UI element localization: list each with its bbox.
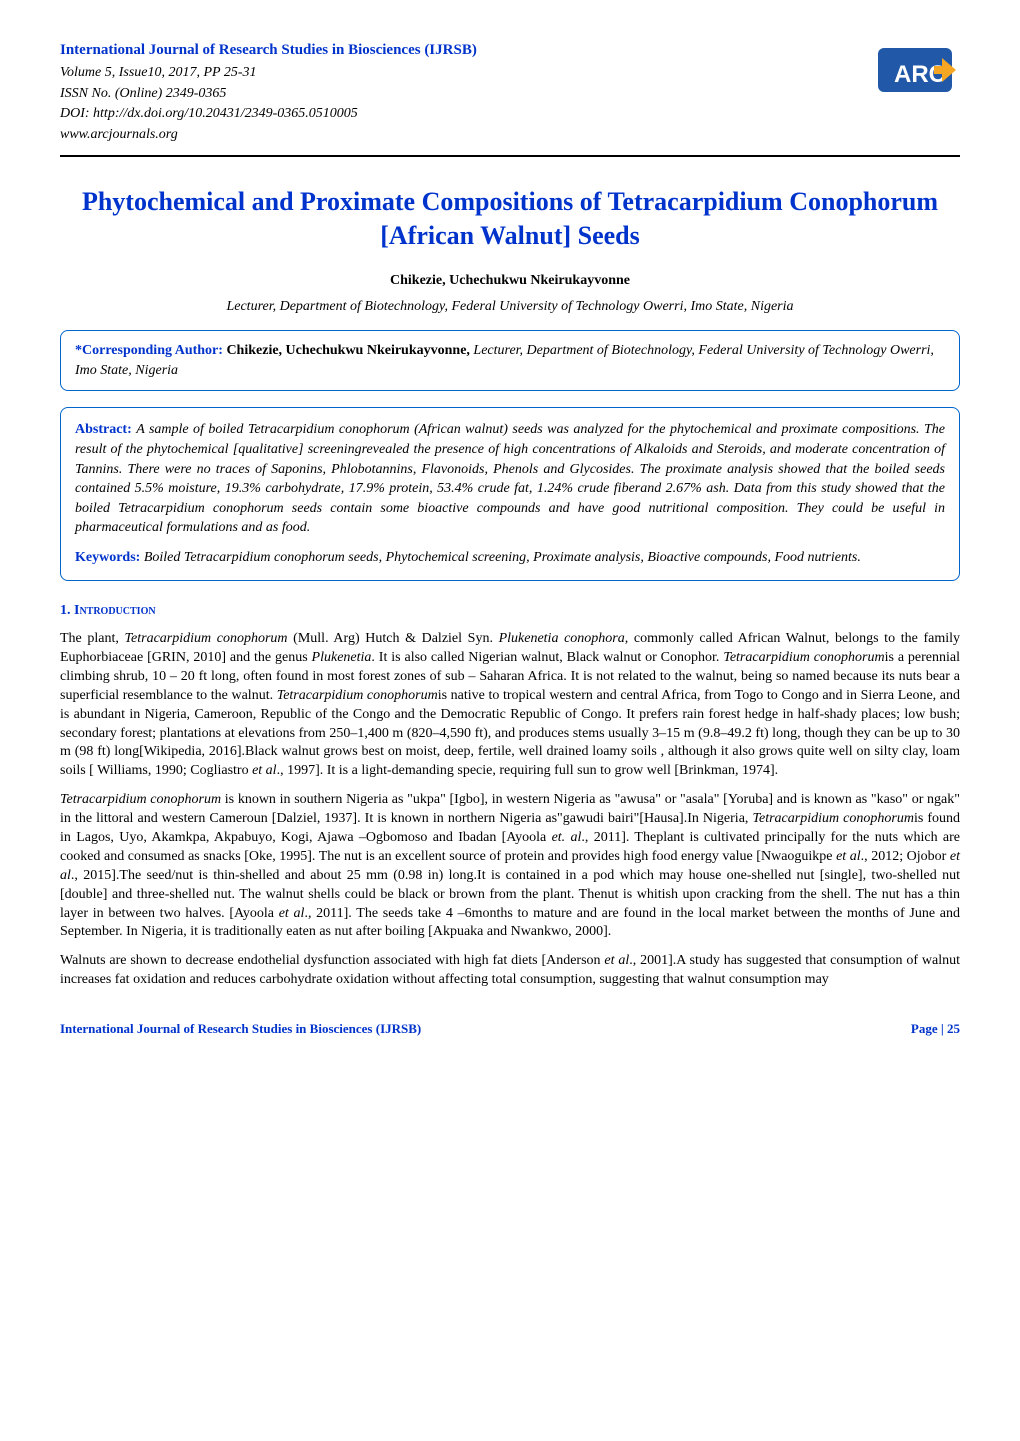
section-number: 1. (60, 603, 74, 618)
abstract-text: A sample of boiled Tetracarpidium conoph… (75, 422, 945, 535)
arc-logo-icon: ARC (870, 40, 960, 100)
journal-header: International Journal of Research Studie… (60, 40, 960, 145)
journal-info-block: International Journal of Research Studie… (60, 40, 870, 145)
section-title: Introduction (74, 603, 156, 618)
footer-page: Page | 25 (911, 1020, 960, 1038)
abstract-box: Abstract: A sample of boiled Tetracarpid… (60, 407, 960, 580)
header-divider (60, 155, 960, 157)
publisher-logo: ARC (870, 40, 960, 100)
section-heading-introduction: 1. Introduction (60, 601, 960, 621)
author-affiliation: Lecturer, Department of Biotechnology, F… (60, 297, 960, 317)
keywords-text: Boiled Tetracarpidium conophorum seeds, … (144, 550, 861, 565)
footer-journal: International Journal of Research Studie… (60, 1020, 421, 1038)
paragraph-2: Tetracarpidium conophorum is known in so… (60, 791, 960, 942)
corresponding-name: Chikezie, Uchechukwu Nkeirukayvonne, (226, 343, 473, 358)
paper-title: Phytochemical and Proximate Compositions… (80, 185, 940, 253)
paragraph-3: Walnuts are shown to decrease endothelia… (60, 952, 960, 990)
abstract-label: Abstract: (75, 422, 136, 437)
corresponding-label: *Corresponding Author: (75, 343, 226, 358)
corresponding-author-box: *Corresponding Author: Chikezie, Uchechu… (60, 330, 960, 391)
journal-website: www.arcjournals.org (60, 125, 870, 145)
journal-volume: Volume 5, Issue10, 2017, PP 25-31 (60, 63, 870, 83)
svg-text:ARC: ARC (894, 61, 946, 88)
journal-issn: ISSN No. (Online) 2349-0365 (60, 84, 870, 104)
author-name: Chikezie, Uchechukwu Nkeirukayvonne (60, 271, 960, 291)
page-footer: International Journal of Research Studie… (60, 1020, 960, 1038)
journal-title: International Journal of Research Studie… (60, 40, 870, 61)
keywords-label: Keywords: (75, 550, 144, 565)
journal-doi: DOI: http://dx.doi.org/10.20431/2349-036… (60, 104, 870, 124)
paragraph-1: The plant, Tetracarpidium conophorum (Mu… (60, 630, 960, 781)
